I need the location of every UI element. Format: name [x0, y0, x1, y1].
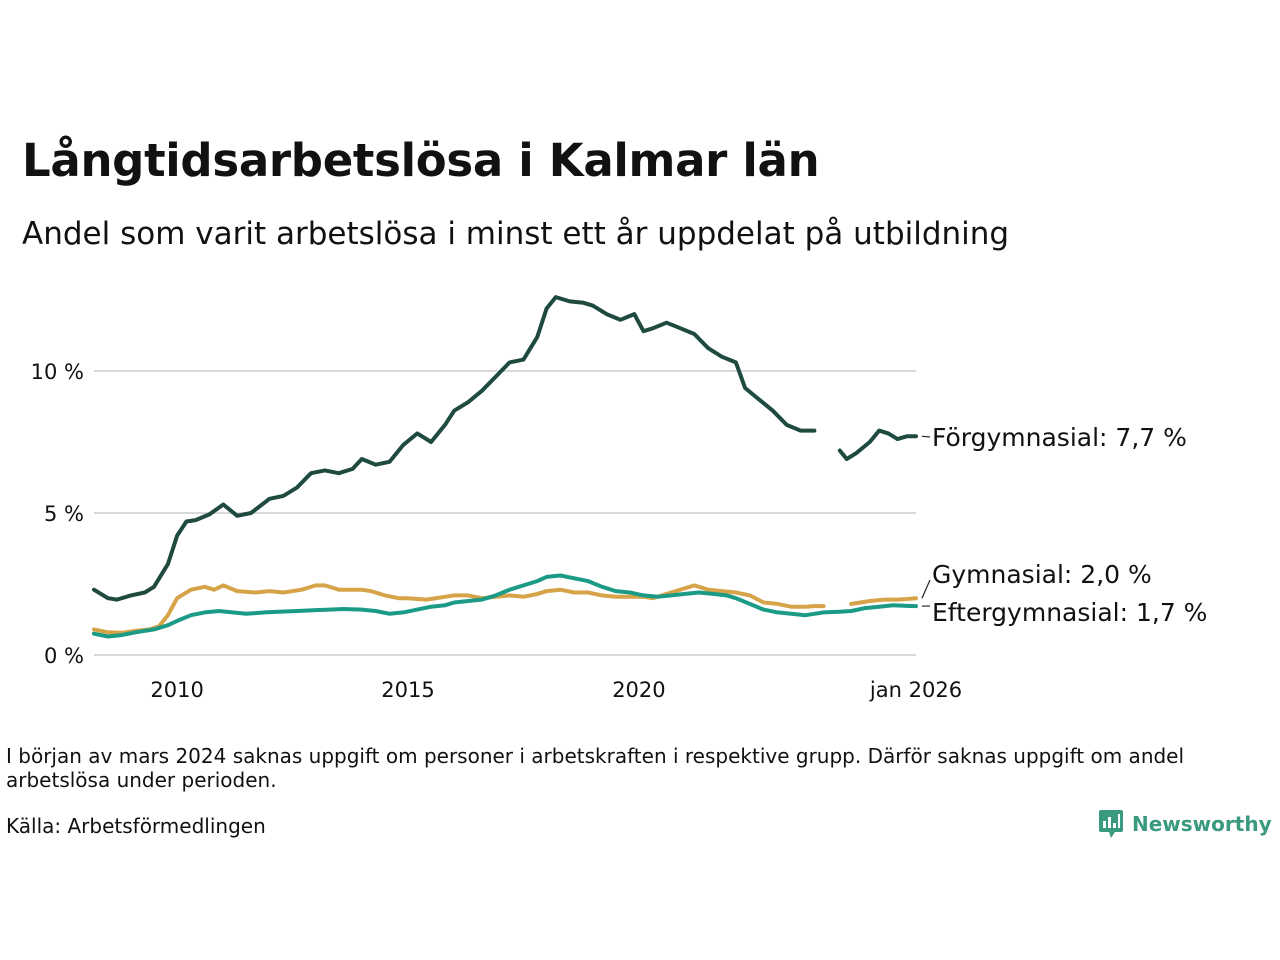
source-text: Källa: Arbetsförmedlingen	[6, 814, 266, 838]
series-lines	[92, 295, 918, 639]
series-line-gymnasial-1	[849, 596, 918, 606]
x-tick-label: 2015	[381, 678, 434, 702]
series-line-gymnasial-0	[92, 583, 826, 635]
y-tick-label: 10 %	[31, 360, 84, 384]
label-leader-gymnasial	[921, 579, 931, 599]
footnote: I början av mars 2024 saknas uppgift om …	[6, 744, 1185, 792]
end-label-förgymnasial: Förgymnasial: 7,7 %	[932, 423, 1187, 452]
bar-chart-icon	[1099, 810, 1123, 838]
y-tick-label: 5 %	[44, 502, 84, 526]
end-label-eftergymnasial: Eftergymnasial: 1,7 %	[932, 598, 1207, 627]
y-tick-label: 0 %	[44, 644, 84, 668]
x-tick-label: jan 2026	[869, 678, 962, 702]
end-labels: Förgymnasial: 7,7 % Gymnasial: 2,0 % Efter…	[921, 423, 1207, 627]
series-line-förgymnasial-1	[837, 428, 918, 461]
chart-subtitle: Andel som varit arbetslösa i minst ett å…	[22, 216, 1010, 252]
x-tick-label: 2020	[612, 678, 665, 702]
end-label-gymnasial: Gymnasial: 2,0 %	[932, 560, 1152, 589]
x-axis-ticks: 2010 2015 2020 jan 2026	[150, 678, 962, 702]
series-line-eftergymnasial-0	[92, 573, 918, 639]
label-leader-förgymnasial	[921, 435, 931, 438]
series-line-förgymnasial-0	[92, 295, 817, 602]
y-axis-ticks: 0 % 5 % 10 %	[31, 360, 84, 668]
newsworthy-logo: Newsworthy	[1098, 809, 1272, 839]
chart-title: Långtidsarbetslösa i Kalmar län	[22, 134, 820, 187]
logo-text: Newsworthy	[1132, 812, 1272, 836]
x-tick-label: 2010	[150, 678, 203, 702]
